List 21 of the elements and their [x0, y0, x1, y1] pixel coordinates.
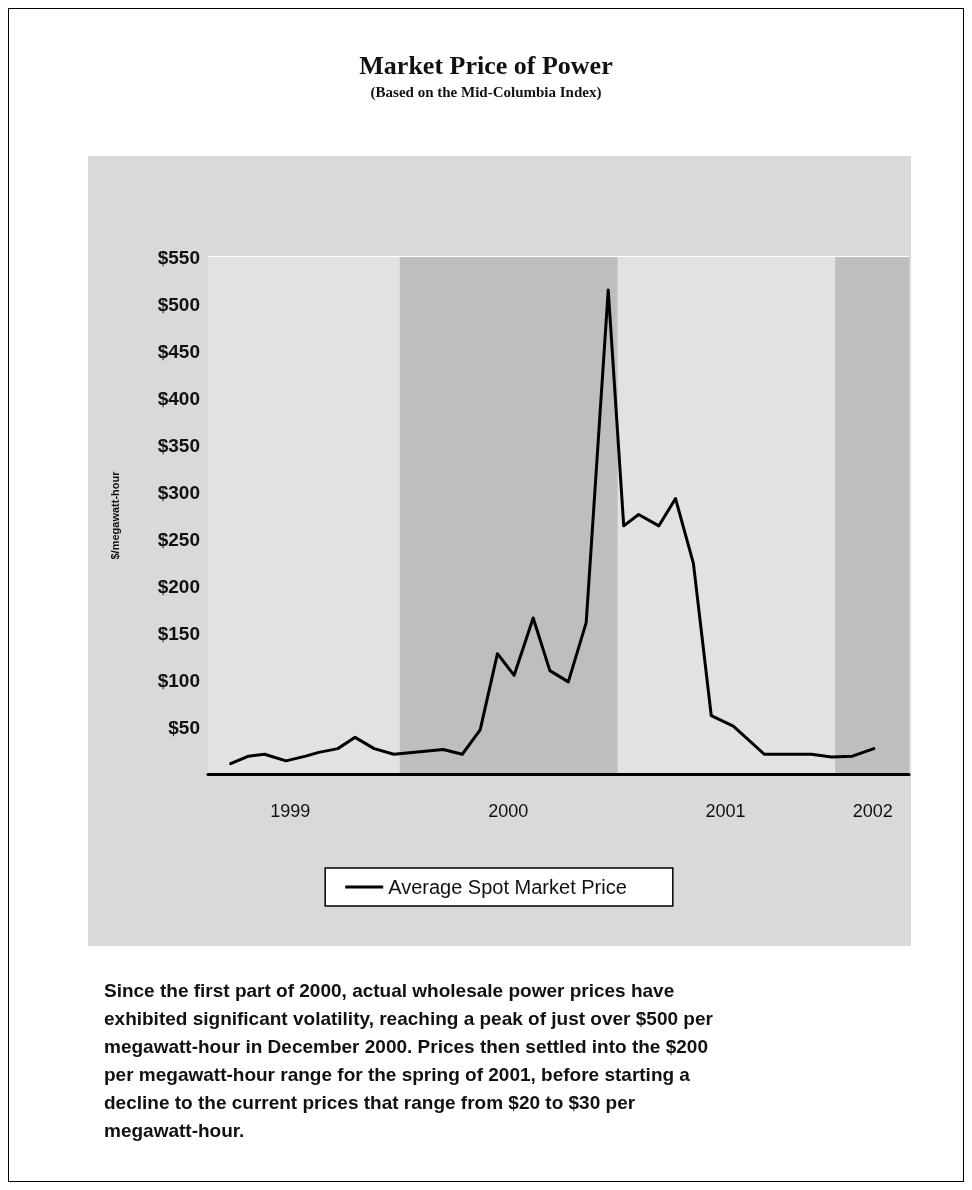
x-tick-label: 1999	[270, 801, 311, 821]
y-tick-label: $550	[157, 246, 200, 268]
y-tick-label: $300	[157, 481, 200, 503]
legend-label: Average Spot Market Price	[388, 876, 627, 898]
y-tick-label: $50	[168, 716, 200, 738]
y-tick-label: $250	[157, 528, 200, 550]
y-tick-label: $200	[157, 575, 200, 597]
y-tick-label: $450	[157, 340, 200, 362]
y-tick-label: $500	[157, 293, 200, 315]
chart-title: Market Price of Power	[359, 50, 613, 80]
y-tick-label: $150	[157, 622, 200, 644]
x-tick-label: 2000	[488, 801, 529, 821]
y-tick-label: $100	[157, 669, 200, 691]
y-tick-label: $350	[157, 434, 200, 456]
text: Since the first part of 2000, actual wholesale power prices have exhibited significant volatility, reaching a peak of just over $500 per megawatt-hour in December 2000. Prices then settled into the $200 per megawatt-hour range for the spring of 2001, before starting a decline to the current prices that range from $20 to $30 per megawatt-hour.	[104, 979, 714, 1143]
y-axis-title: $/megawatt-hour	[108, 470, 121, 560]
y-tick-label: $400	[157, 387, 200, 409]
x-tick-label: 2001	[705, 801, 746, 821]
x-tick-label: 2002	[852, 801, 893, 821]
line-series	[229, 288, 876, 766]
chart-subtitle: (Based on the Mid-Columbia Index)	[370, 83, 602, 101]
